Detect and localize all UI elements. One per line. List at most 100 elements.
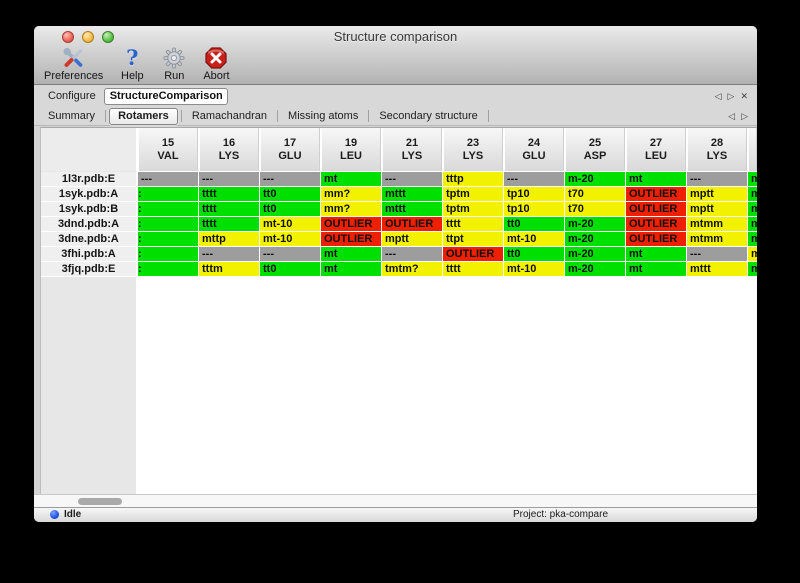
rotamer-cell[interactable]: m-20 [565, 172, 625, 186]
tab-ramachandran[interactable]: Ramachandran [191, 110, 268, 122]
tab-summary[interactable]: Summary [48, 110, 96, 122]
rotamer-cell[interactable]: tttt [199, 217, 259, 231]
abort-button[interactable]: Abort [203, 45, 230, 84]
help-button[interactable]: ? Help [119, 45, 145, 84]
column-header[interactable]: 15 VAL [138, 128, 198, 171]
rotamer-cell[interactable]: : [138, 262, 198, 276]
rotamer-cell[interactable]: m-20 [565, 262, 625, 276]
rotamer-cell[interactable]: m-20 [565, 247, 625, 261]
rotamer-cell[interactable]: OUTLIER [626, 202, 686, 216]
rotamer-cell[interactable]: : [138, 247, 198, 261]
configure-prev-icon[interactable]: ◁ [714, 90, 722, 101]
row-label[interactable]: 3dnd.pdb:A [41, 217, 136, 231]
configure-next-icon[interactable]: ▷ [727, 90, 735, 101]
rotamer-cell[interactable]: tt0 [260, 262, 320, 276]
column-header[interactable]: 24 GLU [504, 128, 564, 171]
rotamer-cell[interactable]: tt0 [504, 247, 564, 261]
rotamer-cell[interactable]: --- [687, 172, 747, 186]
rotamer-cell[interactable]: --- [199, 172, 259, 186]
rotamer-cell[interactable]: mptt [687, 202, 747, 216]
rotamer-cell[interactable]: --- [504, 172, 564, 186]
column-header[interactable]: 16 LYS [199, 128, 259, 171]
run-button[interactable]: Run [161, 45, 187, 84]
rotamer-cell[interactable]: OUTLIER [321, 232, 381, 246]
configure-close-icon[interactable]: ✕ [740, 90, 748, 101]
rotamer-cell[interactable]: tttt [199, 202, 259, 216]
column-header[interactable]: 28 LYS [687, 128, 747, 171]
rotamer-cell[interactable]: tp10 [504, 202, 564, 216]
rotamer-cell[interactable]: OUTLIER [626, 187, 686, 201]
rotamer-cell[interactable]: mt-10 [260, 217, 320, 231]
rotamer-cell[interactable]: mm? [321, 187, 381, 201]
rotamer-cell[interactable]: mptt [687, 187, 747, 201]
rotamer-cell[interactable]: mt [626, 262, 686, 276]
rotamer-cell[interactable]: --- [382, 247, 442, 261]
row-label[interactable]: 3dne.pdb:A [41, 232, 136, 246]
rotamer-cell[interactable]: mt [321, 262, 381, 276]
rotamer-cell[interactable]: tt0 [504, 217, 564, 231]
rotamer-cell[interactable]: tt0 [260, 187, 320, 201]
rotamer-cell[interactable]: mm? [321, 202, 381, 216]
rotamer-cell[interactable]: --- [382, 172, 442, 186]
column-header[interactable]: 23 LYS [443, 128, 503, 171]
rotamer-cell[interactable]: tttm [199, 262, 259, 276]
rotamer-cell-partial[interactable]: m [748, 172, 757, 186]
rotamer-cell[interactable]: mt-10 [504, 262, 564, 276]
close-window-icon[interactable] [62, 31, 74, 43]
rotamer-cell-partial[interactable]: m [748, 262, 757, 276]
rotamer-cell[interactable]: mttt [382, 187, 442, 201]
rotamer-cell-partial[interactable]: m [748, 202, 757, 216]
rotamer-cell[interactable]: mt [321, 172, 381, 186]
rotamer-cell[interactable]: mttt [687, 262, 747, 276]
rotamer-cell[interactable]: tptm [443, 202, 503, 216]
scrollbar-thumb[interactable] [78, 498, 122, 505]
rotamer-cell[interactable]: mt [626, 247, 686, 261]
rotamer-cell[interactable]: mttp [199, 232, 259, 246]
rotamer-cell-partial[interactable]: m [748, 247, 757, 261]
titlebar[interactable]: Structure comparison [34, 26, 757, 46]
row-label[interactable]: 3fhi.pdb:A [41, 247, 136, 261]
preferences-button[interactable]: Preferences [44, 45, 103, 84]
tab-scroll-left-icon[interactable]: ◁ [728, 110, 736, 121]
rotamer-cell-partial[interactable]: m [748, 232, 757, 246]
rotamer-cell[interactable]: mt [321, 247, 381, 261]
rotamer-cell[interactable]: m-20 [565, 217, 625, 231]
rotamer-cell[interactable]: mtmm [687, 232, 747, 246]
rotamer-cell[interactable]: tptm [443, 187, 503, 201]
tab-rotamers[interactable]: Rotamers [109, 107, 178, 125]
rotamer-cell[interactable]: tp10 [504, 187, 564, 201]
column-header[interactable]: 21 LYS [382, 128, 442, 171]
rotamer-cell[interactable]: tmtm? [382, 262, 442, 276]
rotamer-cell-partial[interactable]: m [748, 217, 757, 231]
zoom-window-icon[interactable] [102, 31, 114, 43]
rotamer-cell[interactable]: OUTLIER [321, 217, 381, 231]
rotamer-cell[interactable]: --- [260, 172, 320, 186]
rotamer-cell[interactable]: : [138, 202, 198, 216]
rotamer-cell[interactable]: mt-10 [260, 232, 320, 246]
rotamer-cell[interactable]: tttp [443, 172, 503, 186]
rotamer-cell[interactable]: : [138, 187, 198, 201]
rotamer-cell[interactable]: --- [199, 247, 259, 261]
column-header[interactable]: 17 GLU [260, 128, 320, 171]
rotamer-cell[interactable]: tttt [199, 187, 259, 201]
column-header[interactable]: 27 LEU [626, 128, 686, 171]
minimize-window-icon[interactable] [82, 31, 94, 43]
row-label[interactable]: 1syk.pdb:B [41, 202, 136, 216]
rotamer-cell[interactable]: mptt [382, 232, 442, 246]
row-label[interactable]: 3fjq.pdb:E [41, 262, 136, 276]
rotamer-cell-partial[interactable]: m [748, 187, 757, 201]
tab-scroll-right-icon[interactable]: ▷ [741, 110, 748, 121]
rotamer-cell[interactable]: t70 [565, 202, 625, 216]
rotamer-cell[interactable]: mt [626, 172, 686, 186]
rotamer-cell[interactable]: mt-10 [504, 232, 564, 246]
rotamer-cell[interactable]: --- [138, 172, 198, 186]
rotamer-cell[interactable]: : [138, 232, 198, 246]
rotamer-cell[interactable]: OUTLIER [382, 217, 442, 231]
rotamer-cell[interactable]: tt0 [260, 202, 320, 216]
rotamer-cell[interactable]: m-20 [565, 232, 625, 246]
rotamer-cell[interactable]: : [138, 217, 198, 231]
column-header[interactable]: 25 ASP [565, 128, 625, 171]
rotamer-cell[interactable]: ttpt [443, 232, 503, 246]
rotamer-cell[interactable]: mtmm [687, 217, 747, 231]
row-label[interactable]: 1l3r.pdb:E [41, 172, 136, 186]
